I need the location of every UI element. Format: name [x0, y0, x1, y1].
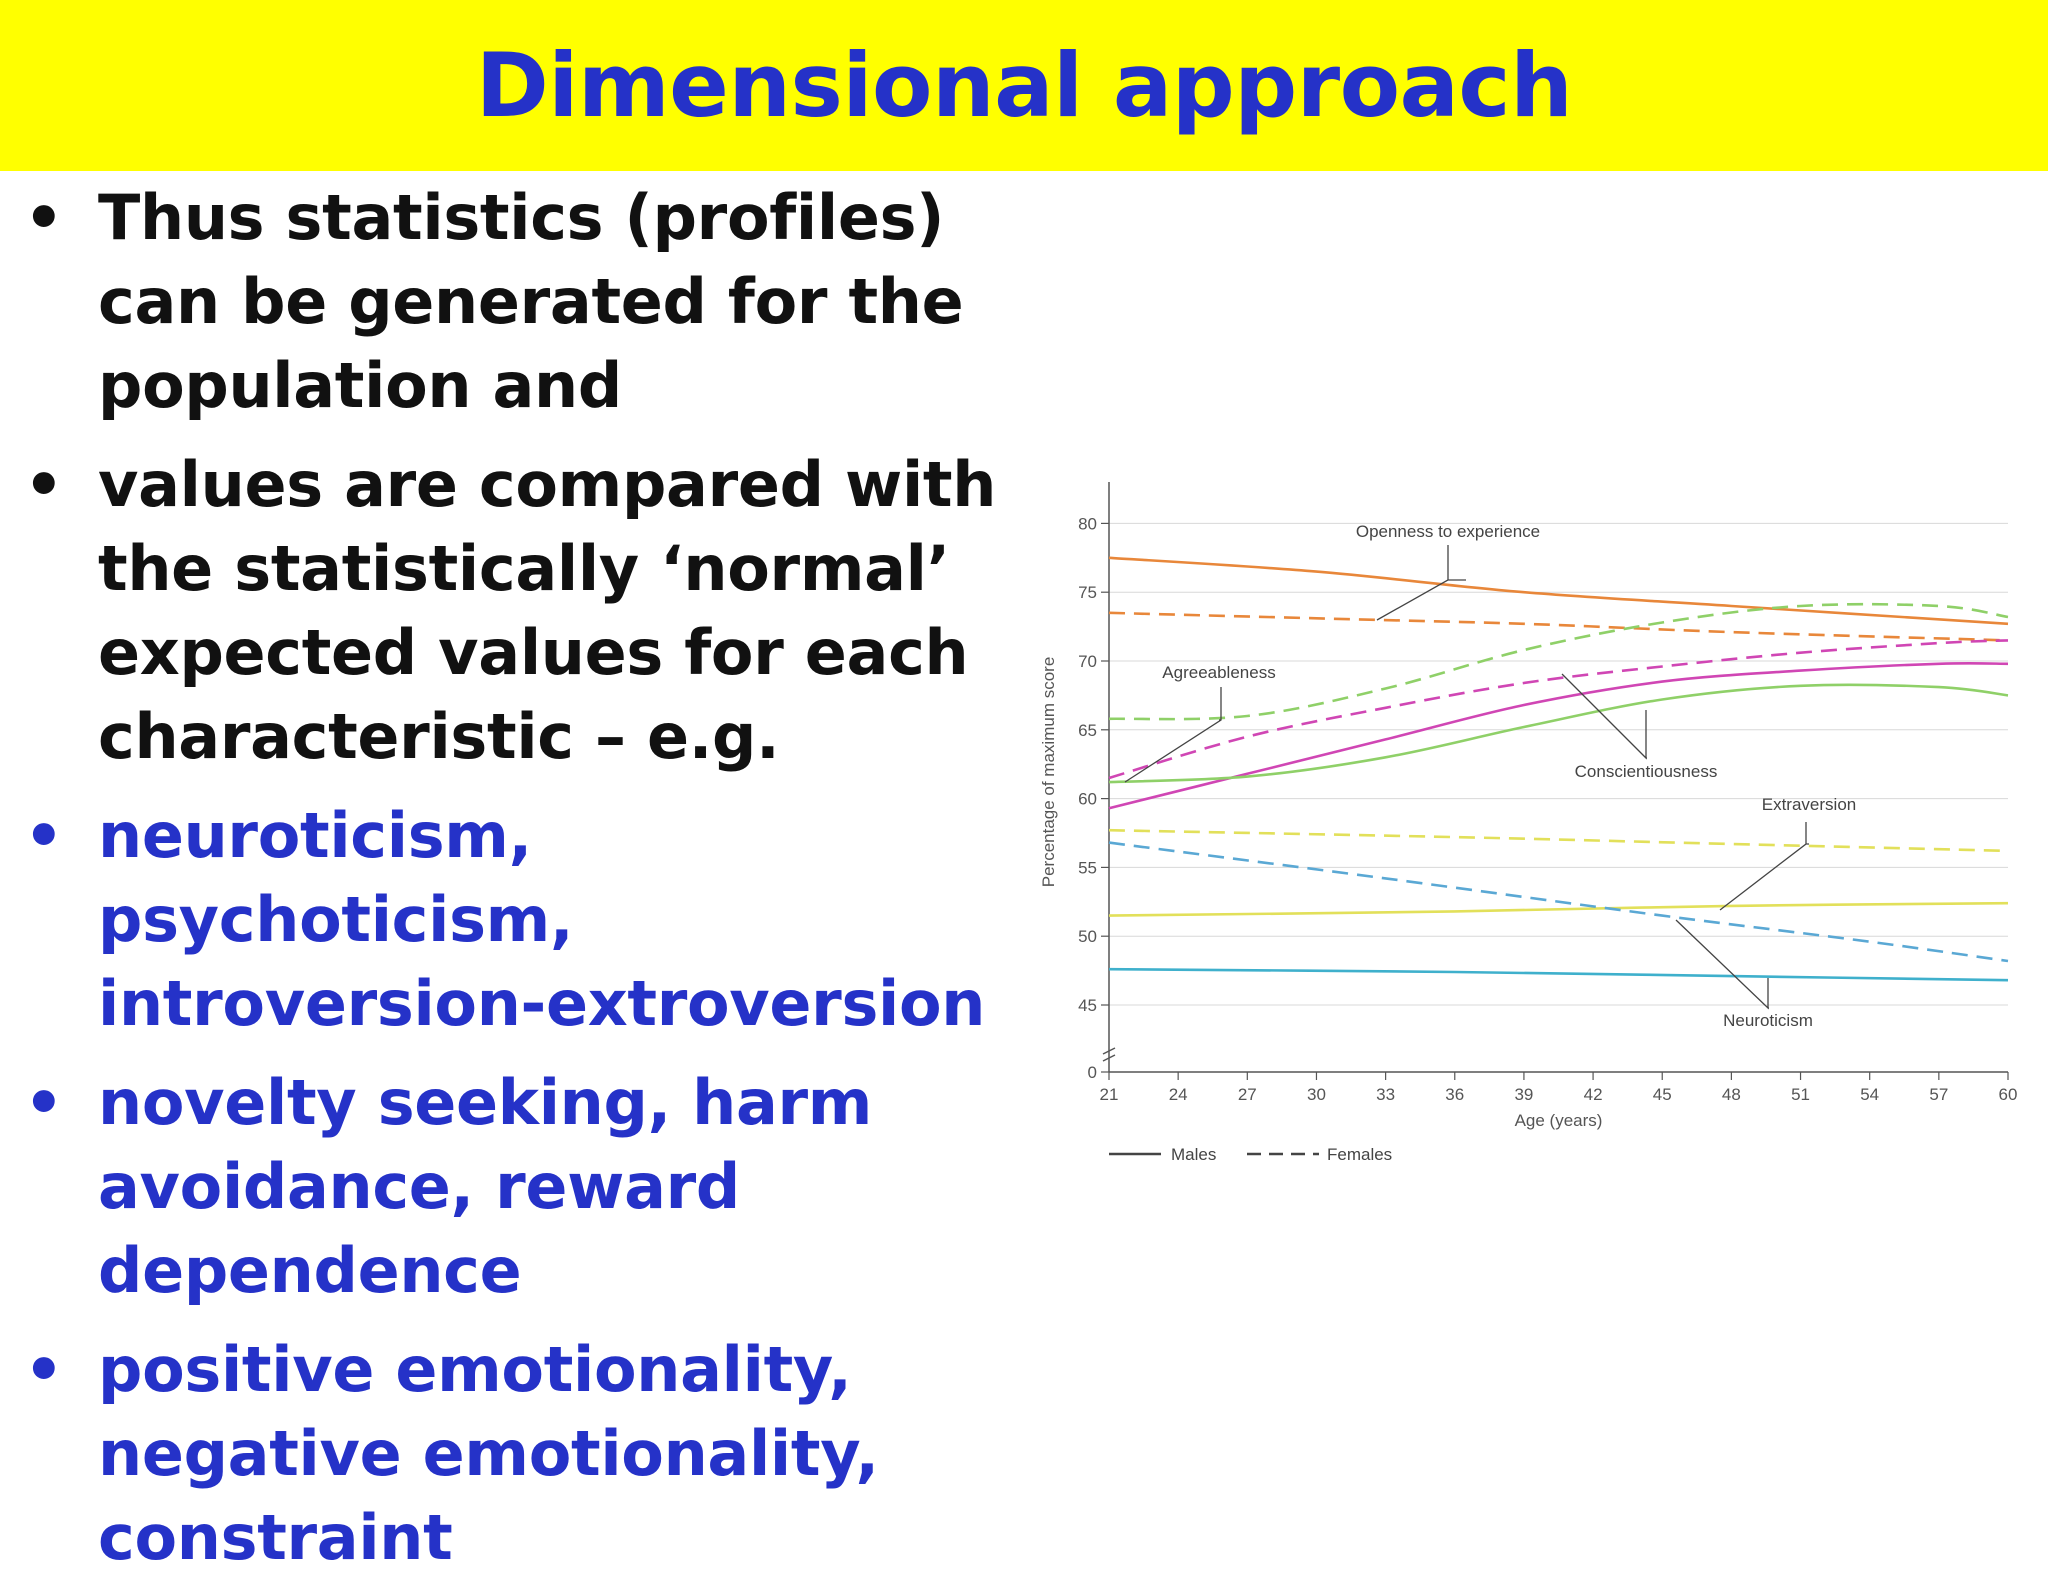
x-tick-label: 24: [1169, 1085, 1188, 1104]
series-line-extraversion-females: [1108, 828, 2009, 853]
y-tick-label: 65: [1078, 721, 1097, 740]
annotation-leader: [1376, 545, 1466, 621]
x-tick-label: 36: [1445, 1085, 1464, 1104]
title-bar: [0, 0, 2048, 171]
series-line-extraversion-males: [1108, 901, 2009, 917]
x-tick-label: 51: [1791, 1085, 1810, 1104]
x-tick-label: 60: [1999, 1085, 2018, 1104]
series-line-agreeableness-males: [1108, 661, 2009, 810]
series-line-conscientiousness-females: [1108, 602, 2009, 721]
series-line-conscientiousness-males: [1108, 683, 2009, 784]
legend-label-males: Males: [1171, 1145, 1216, 1164]
x-tick-label: 54: [1860, 1085, 1879, 1104]
x-tick-label: 48: [1722, 1085, 1741, 1104]
bullet-text: Thus statistics (profiles) can be genera…: [98, 181, 964, 422]
bullet-item: • neuroticism, psychoticism, introversio…: [0, 794, 1000, 1046]
series-line-neuroticism-males: [1108, 967, 2009, 982]
annotation-label: Extraversion: [1762, 795, 1856, 814]
y-tick-label: 60: [1078, 790, 1097, 809]
x-tick-label: 33: [1376, 1085, 1395, 1104]
annotation-leader: [1124, 687, 1222, 783]
annotation-label: Agreeableness: [1162, 663, 1275, 682]
bullet-item: • values are compared with the statistica…: [0, 443, 1000, 779]
x-tick-label: 21: [1100, 1085, 1119, 1104]
bullet-text: neuroticism, psychoticism, introversion-…: [98, 799, 986, 1040]
bullet-list: • Thus statistics (profiles) can be gener…: [0, 176, 1000, 1595]
series-line-neuroticism-females: [1108, 841, 2009, 963]
bullet-dot: •: [24, 799, 64, 872]
bullet-item: • positive emotionality, negative emotion…: [0, 1328, 1000, 1580]
bullet-dot: •: [24, 181, 64, 254]
x-tick-label: 39: [1514, 1085, 1533, 1104]
annotation-label: Neuroticism: [1723, 1011, 1813, 1030]
bullet-dot: •: [24, 1333, 64, 1406]
y-tick-label: 0: [1088, 1063, 1097, 1082]
x-tick-label: 42: [1584, 1085, 1603, 1104]
bullet-dot: •: [24, 448, 64, 521]
bullet-dot: •: [24, 1066, 64, 1139]
y-axis-title: Percentage of maximum score: [1039, 657, 1058, 888]
y-tick-label: 80: [1078, 514, 1097, 533]
y-tick-label: 50: [1078, 927, 1097, 946]
legend-label-females: Females: [1327, 1145, 1392, 1164]
series-line-agreeableness-females: [1108, 639, 2009, 780]
bullet-text: novelty seeking, harm avoidance, reward …: [98, 1066, 873, 1307]
x-tick-label: 27: [1238, 1085, 1257, 1104]
annotation-label: Openness to experience: [1356, 522, 1540, 541]
annotation-label: Conscientiousness: [1575, 762, 1718, 781]
annotation-leader: [1675, 919, 1769, 1010]
y-tick-label: 45: [1078, 996, 1097, 1015]
series-line-openness-to-experience-females: [1108, 611, 2009, 642]
y-tick-label: 75: [1078, 583, 1097, 602]
personality-age-chart: 0 45 50 55 60 65 70 75 80 21 24 27 30 33 36 39 42 45 48 51 5…: [1039, 482, 2018, 1164]
y-tick-label: 70: [1078, 652, 1097, 671]
axis-break-mark: [1102, 1047, 1116, 1062]
x-tick-label: 30: [1307, 1085, 1326, 1104]
bullet-text: values are compared with the statistical…: [98, 448, 997, 773]
x-tick-label: 45: [1653, 1085, 1672, 1104]
bullet-item: • novelty seeking, harm avoidance, reward…: [0, 1061, 1000, 1313]
bullet-text: positive emotionality, negative emotiona…: [98, 1333, 879, 1574]
x-axis-title: Age (years): [1515, 1111, 1603, 1130]
bullet-item: • Thus statistics (profiles) can be gener…: [0, 176, 1000, 428]
x-tick-label: 57: [1929, 1085, 1948, 1104]
annotation-leader: [1719, 822, 1809, 911]
slide-title: Dimensional approach: [475, 34, 1573, 137]
series-line-openness-to-experience-males: [1108, 556, 2009, 626]
y-tick-label: 55: [1078, 858, 1097, 877]
annotation-leader: [1561, 673, 1647, 760]
